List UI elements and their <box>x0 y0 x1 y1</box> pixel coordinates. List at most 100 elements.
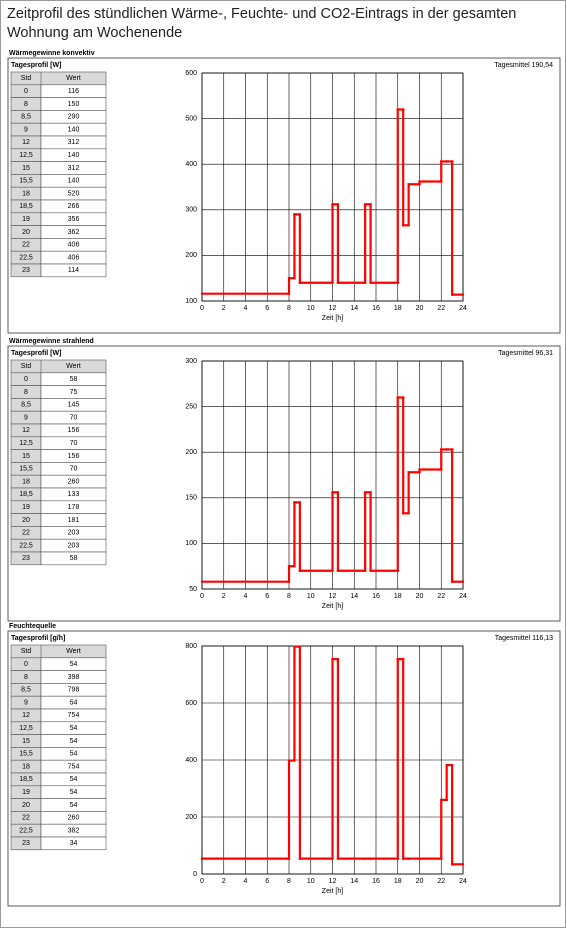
x-tick-label: 14 <box>350 305 358 312</box>
panel-heading: Feuchtequelle <box>9 623 56 630</box>
y-tick-label: 400 <box>185 757 197 764</box>
y-tick-label: 200 <box>185 252 197 259</box>
column-header: Wert <box>66 363 81 370</box>
table-hour: 22 <box>22 242 30 249</box>
plot-frame <box>201 72 464 302</box>
y-tick-label: 0 <box>193 871 197 878</box>
table-value: 34 <box>70 840 78 847</box>
table-hour: 12,5 <box>19 152 33 159</box>
table-value: 406 <box>68 254 80 261</box>
table-value: 145 <box>68 402 80 409</box>
x-tick-label: 12 <box>329 593 337 600</box>
x-tick-label: 2 <box>222 593 226 600</box>
x-axis-label: Zeit [h] <box>322 603 343 610</box>
table-value: 54 <box>70 802 78 809</box>
panel-frame <box>7 630 561 907</box>
column-header: Std <box>21 363 32 370</box>
x-tick-label: 6 <box>265 878 269 885</box>
table-hour: 18 <box>22 478 30 485</box>
table-value: 133 <box>68 491 80 498</box>
table-hour: 0 <box>24 88 28 95</box>
table-hour: 0 <box>24 376 28 383</box>
table-value: 54 <box>70 751 78 758</box>
x-tick-label: 4 <box>244 305 248 312</box>
x-tick-label: 2 <box>222 878 226 885</box>
x-tick-label: 0 <box>200 878 204 885</box>
x-tick-label: 10 <box>307 878 315 885</box>
x-tick-label: 4 <box>244 593 248 600</box>
table-hour: 23 <box>22 555 30 562</box>
table-value: 356 <box>68 216 80 223</box>
y-tick-label: 150 <box>185 495 197 502</box>
x-tick-label: 0 <box>200 593 204 600</box>
y-tick-label: 400 <box>185 161 197 168</box>
chart-annotation: Tagesmittel 96,31 <box>498 350 553 357</box>
table-value: 114 <box>68 267 79 274</box>
x-tick-label: 16 <box>372 878 380 885</box>
table-value: 140 <box>68 152 80 159</box>
table-hour: 22 <box>22 530 30 537</box>
table-hour: 18,5 <box>19 776 33 783</box>
chart-annotation: Tagesmittel 190,54 <box>494 62 553 69</box>
table-value: 178 <box>68 504 80 511</box>
table-hour: 12,5 <box>19 725 33 732</box>
y-tick-label: 800 <box>185 643 197 650</box>
table-value: 54 <box>70 699 78 706</box>
table-hour: 20 <box>22 229 30 236</box>
table-value: 54 <box>70 661 78 668</box>
table-value: 362 <box>68 229 80 236</box>
x-tick-label: 20 <box>416 878 424 885</box>
x-tick-label: 10 <box>307 593 315 600</box>
table-value: 203 <box>68 542 80 549</box>
x-tick-label: 12 <box>329 305 337 312</box>
panel-frame <box>7 57 561 334</box>
column-header: Std <box>21 75 32 82</box>
table-hour: 9 <box>24 414 28 421</box>
y-tick-label: 300 <box>185 207 197 214</box>
table-value: 798 <box>68 687 80 694</box>
table-hour: 8,5 <box>21 402 31 409</box>
table-value: 290 <box>68 114 80 121</box>
x-axis-label: Zeit [h] <box>322 888 343 895</box>
table-value: 156 <box>68 427 80 434</box>
x-tick-label: 8 <box>287 878 291 885</box>
table-hour: 15,5 <box>19 178 33 185</box>
table-hour: 15 <box>22 738 30 745</box>
table-value: 54 <box>70 738 78 745</box>
x-tick-label: 20 <box>416 593 424 600</box>
y-tick-label: 250 <box>185 403 197 410</box>
table-value: 406 <box>68 242 80 249</box>
table-hour: 15,5 <box>19 466 33 473</box>
table-value: 140 <box>68 178 80 185</box>
chart-annotation: Tagesmittel 116,13 <box>495 635 553 642</box>
table-hour: 23 <box>22 840 30 847</box>
y-tick-label: 50 <box>189 586 197 593</box>
y-tick-label: 100 <box>185 540 197 547</box>
table-value: 140 <box>68 126 80 133</box>
y-tick-label: 500 <box>185 115 197 122</box>
table-hour: 22,5 <box>19 827 33 834</box>
table-hour: 15 <box>22 165 30 172</box>
table-hour: 22 <box>22 815 30 822</box>
x-tick-label: 18 <box>394 593 402 600</box>
table-value: 54 <box>70 776 78 783</box>
table-value: 54 <box>70 725 78 732</box>
y-tick-label: 200 <box>185 449 197 456</box>
table-value: 203 <box>68 530 80 537</box>
x-tick-label: 16 <box>372 593 380 600</box>
x-tick-label: 20 <box>416 305 424 312</box>
table-hour: 0 <box>24 661 28 668</box>
table-caption: Tagesprofil [W] <box>11 62 61 69</box>
table-value: 312 <box>68 139 80 146</box>
panel-heading: Wärmegewinne konvektiv <box>9 50 95 57</box>
table-value: 116 <box>68 88 79 95</box>
x-tick-label: 22 <box>437 593 445 600</box>
y-tick-label: 100 <box>185 298 197 305</box>
table-caption: Tagesprofil [g/h] <box>11 635 65 642</box>
y-tick-label: 600 <box>185 700 197 707</box>
table-hour: 18,5 <box>19 203 33 210</box>
table-hour: 12 <box>22 427 30 434</box>
column-header: Std <box>21 648 32 655</box>
